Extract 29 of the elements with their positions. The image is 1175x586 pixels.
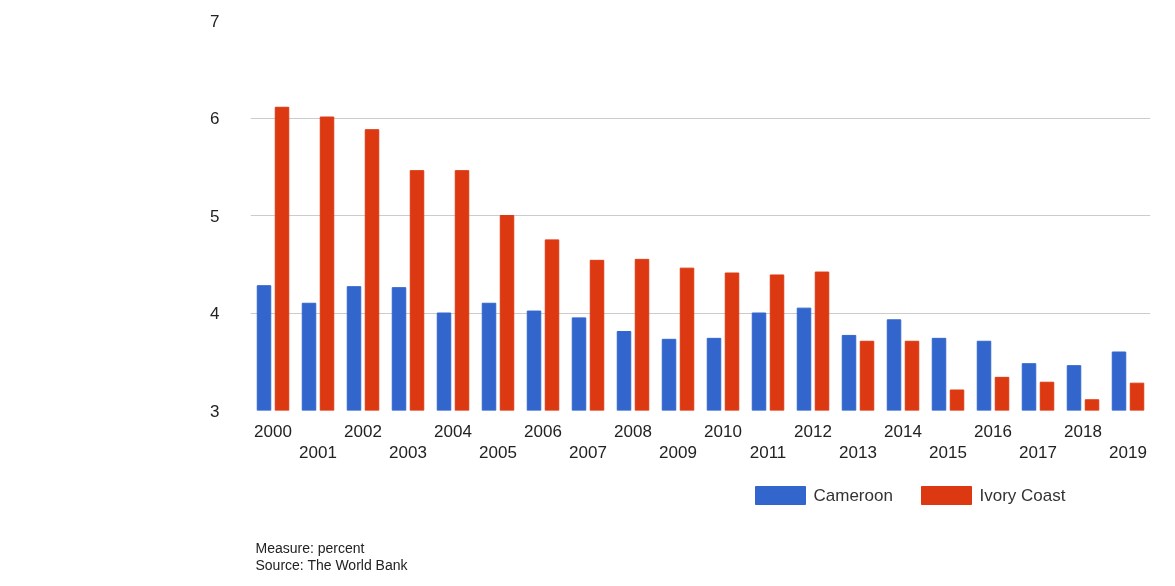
x-tick-label: 2006: [524, 421, 562, 441]
x-tick-label: 2003: [389, 442, 427, 462]
x-tick-label: 2004: [434, 421, 472, 441]
x-tick-label: 2019: [1109, 442, 1147, 462]
y-tick-label: 4: [210, 304, 220, 323]
x-tick-label: 2010: [704, 421, 742, 441]
y-tick-label: 7: [210, 11, 220, 31]
legend-label: Cameroon: [813, 486, 893, 505]
y-tick-label: 6: [210, 109, 220, 128]
x-tick-label: 2012: [794, 421, 832, 441]
x-tick-label: 2014: [884, 421, 922, 441]
x-tick-label: 2001: [299, 442, 337, 462]
x-tick-label: 2013: [839, 442, 877, 462]
x-tick-label: 2007: [569, 442, 607, 462]
x-tick-label: 2002: [344, 421, 382, 441]
text: Measure: percent: [255, 539, 365, 556]
x-tick-label: 2005: [479, 442, 517, 462]
x-tick-label: 2008: [614, 421, 652, 441]
x-tick-label: 2018: [1064, 421, 1102, 441]
x-tick-label: 2015: [929, 442, 967, 462]
y-tick-label: 3: [210, 401, 220, 421]
x-tick-label: 2009: [659, 442, 697, 462]
source-note: Source: The World Bank: [255, 556, 409, 573]
legend-label: Ivory Coast: [979, 486, 1066, 505]
y-tick-label: 5: [210, 206, 220, 226]
x-tick-label: 2017: [1019, 442, 1057, 462]
x-tick-label: 2011: [749, 442, 787, 462]
x-tick-label: 2016: [974, 421, 1012, 441]
x-tick-label: 2000: [254, 421, 292, 441]
